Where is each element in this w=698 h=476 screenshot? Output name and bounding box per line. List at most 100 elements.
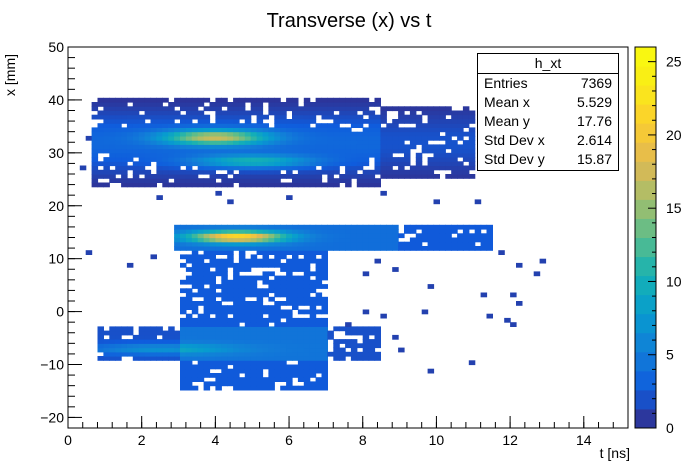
heatmap-cell <box>203 326 211 332</box>
heatmap-cell <box>345 343 352 349</box>
heatmap-cell <box>109 169 116 175</box>
heatmap-cell <box>356 165 364 171</box>
heatmap-cell <box>103 131 110 137</box>
heatmap-cell <box>280 343 287 349</box>
heatmap-cell <box>262 309 269 315</box>
heatmap-cell <box>292 182 299 188</box>
heatmap-cell <box>303 233 311 239</box>
heatmap-cell <box>356 326 364 332</box>
heatmap-cell <box>268 305 275 310</box>
heatmap-cell <box>457 237 464 243</box>
heatmap-cell <box>168 102 175 107</box>
heatmap-cell <box>215 271 222 277</box>
heatmap-cell <box>427 368 435 374</box>
heatmap-cell <box>227 292 234 298</box>
heatmap-cell <box>409 114 417 120</box>
heatmap-cell <box>309 381 317 387</box>
heatmap-cell <box>327 241 334 247</box>
heatmap-cell <box>415 157 423 162</box>
heatmap-cell <box>374 144 381 150</box>
stats-label: Mean y <box>484 113 530 129</box>
heatmap-cell <box>292 233 299 239</box>
heatmap-cell <box>97 356 104 361</box>
heatmap-cell <box>339 152 346 158</box>
heatmap-cell <box>280 114 287 120</box>
heatmap-cell <box>103 169 110 175</box>
heatmap-cell <box>256 288 264 294</box>
heatmap-cell <box>262 377 269 382</box>
heatmap-cell <box>297 326 305 332</box>
y-tick-label: 0 <box>56 304 64 320</box>
heatmap-cell <box>321 351 328 357</box>
heatmap-cell <box>268 97 275 103</box>
heatmap-cell <box>516 262 523 268</box>
heatmap-cell <box>398 140 405 145</box>
y-tick-label: −10 <box>40 357 64 373</box>
heatmap-cell <box>286 131 293 137</box>
heatmap-cell <box>439 229 446 234</box>
heatmap-cell <box>250 110 258 116</box>
heatmap-cell <box>462 229 470 234</box>
heatmap-cell <box>415 131 423 137</box>
heatmap-cell <box>174 97 181 103</box>
heatmap-cell <box>451 152 458 158</box>
heatmap-cell <box>250 131 258 137</box>
heatmap-cell <box>203 157 211 162</box>
heatmap-cell <box>404 152 411 158</box>
heatmap-cell <box>132 165 140 171</box>
heatmap-cell <box>303 135 311 141</box>
heatmap-cell <box>138 144 146 150</box>
heatmap-cell <box>309 351 317 357</box>
heatmap-cell <box>297 127 305 133</box>
heatmap-cell <box>321 229 328 234</box>
heatmap-cell <box>321 182 328 188</box>
heatmap-cell <box>215 334 222 340</box>
heatmap-cell <box>280 174 287 179</box>
heatmap-cell <box>274 330 281 336</box>
heatmap-cell <box>180 178 187 183</box>
heatmap-cell <box>233 106 240 112</box>
heatmap-cell <box>233 296 240 302</box>
heatmap-cell <box>309 106 317 112</box>
heatmap-cell <box>315 377 323 382</box>
heatmap-cell <box>333 165 340 171</box>
heatmap-cell <box>209 275 216 281</box>
heatmap-cell <box>97 339 104 344</box>
heatmap-cell <box>97 140 104 145</box>
heatmap-cell <box>421 246 429 251</box>
heatmap-cell <box>303 114 311 120</box>
heatmap-cell <box>180 279 187 285</box>
heatmap-cell <box>244 127 252 133</box>
heatmap-cell <box>350 224 358 230</box>
heatmap-cell <box>333 123 340 128</box>
heatmap-cell <box>250 237 258 243</box>
heatmap-cell <box>374 178 381 183</box>
heatmap-cell <box>309 165 317 171</box>
heatmap-cell <box>374 102 381 107</box>
heatmap-cell <box>297 330 305 336</box>
heatmap-cell <box>404 246 411 251</box>
heatmap-cell <box>215 182 222 188</box>
heatmap-cell <box>457 127 464 133</box>
heatmap-cell <box>356 356 364 361</box>
heatmap-cell <box>256 309 264 315</box>
heatmap-cell <box>121 165 128 171</box>
heatmap-cell <box>150 356 157 361</box>
heatmap-cell <box>321 131 328 137</box>
heatmap-cell <box>256 292 264 298</box>
heatmap-cell <box>121 152 128 158</box>
heatmap-cell <box>315 258 323 264</box>
heatmap-cell <box>191 262 199 268</box>
heatmap-cell <box>380 161 387 167</box>
heatmap-cell <box>121 161 128 167</box>
heatmap-cell <box>233 313 240 319</box>
heatmap-cell <box>215 174 222 179</box>
heatmap-cell <box>321 233 328 239</box>
heatmap-cell <box>221 262 228 268</box>
heatmap-cell <box>474 224 482 230</box>
heatmap-cell <box>451 174 458 179</box>
heatmap-cell <box>115 144 122 150</box>
heatmap-cell <box>433 114 440 120</box>
heatmap-cell <box>233 317 240 323</box>
heatmap-cell <box>368 152 376 158</box>
